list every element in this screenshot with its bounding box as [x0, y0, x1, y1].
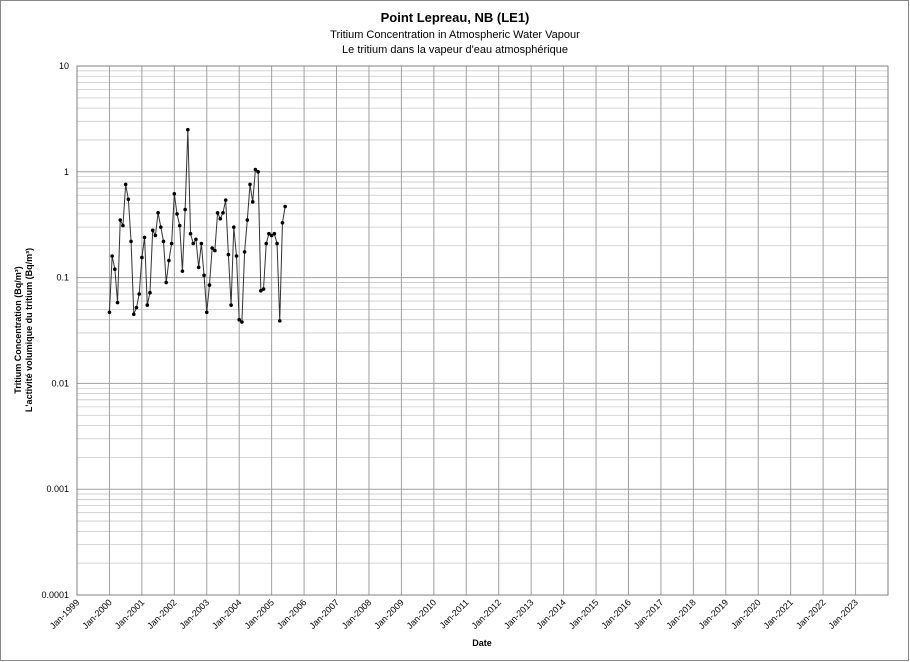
- data-point: [204, 310, 209, 315]
- data-point: [167, 258, 171, 263]
- data-point: [264, 241, 269, 246]
- data-point: [267, 231, 271, 236]
- data-point: [172, 191, 177, 196]
- data-point: [145, 303, 150, 307]
- data-point: [142, 235, 147, 240]
- chart-title: Point Lepreau, NB (LE1): [381, 10, 530, 25]
- data-point: [153, 233, 158, 238]
- data-point: [234, 254, 239, 258]
- data-point: [221, 210, 225, 215]
- y-tick-label: 0.0001: [41, 590, 69, 600]
- data-point: [248, 182, 252, 187]
- data-point: [115, 300, 120, 305]
- data-point: [186, 127, 190, 132]
- data-point: [137, 292, 141, 296]
- data-point: [199, 241, 204, 246]
- data-point: [256, 170, 260, 174]
- data-point: [259, 289, 263, 293]
- data-point: [229, 303, 233, 307]
- chart-subtitle: Tritium Concentration in Atmospheric Wat…: [330, 29, 580, 41]
- y-tick-label: 1: [64, 167, 69, 177]
- data-point: [126, 197, 131, 202]
- data-point: [245, 218, 250, 222]
- data-point: [129, 239, 133, 244]
- y-axis-label: L'activité volumique du tritium (Bq/m³): [24, 248, 34, 412]
- data-point: [272, 231, 277, 236]
- data-point: [175, 212, 179, 216]
- data-point: [231, 225, 236, 229]
- data-point: [150, 228, 155, 233]
- data-point: [213, 248, 217, 253]
- data-point: [156, 210, 160, 215]
- data-point: [226, 252, 231, 257]
- data-point: [275, 241, 279, 246]
- data-point: [118, 218, 123, 222]
- chart-subtitle: Le tritium dans la vapeur d'eau atmosphé…: [342, 44, 568, 56]
- x-axis-label: Date: [472, 638, 492, 648]
- data-point: [169, 241, 174, 246]
- data-point: [202, 273, 206, 278]
- data-point: [148, 290, 152, 295]
- data-point: [207, 283, 212, 287]
- data-point: [240, 320, 244, 324]
- y-tick-label: 10: [59, 61, 69, 71]
- data-point: [140, 255, 144, 260]
- plot-frame: [76, 65, 889, 596]
- data-point: [250, 200, 255, 204]
- data-point: [121, 223, 125, 228]
- data-point: [191, 241, 196, 246]
- data-point: [180, 269, 185, 273]
- data-point: [261, 287, 266, 291]
- data-point: [110, 254, 114, 258]
- data-point: [164, 280, 169, 285]
- y-tick-label: 0.001: [46, 484, 69, 494]
- y-tick-label: 0.01: [51, 378, 69, 388]
- data-point: [218, 216, 223, 221]
- data-point: [134, 305, 139, 310]
- data-point: [188, 231, 193, 236]
- data-point: [159, 225, 163, 229]
- data-point: [131, 312, 136, 317]
- data-point: [283, 204, 287, 209]
- data-point: [215, 210, 220, 215]
- data-point: [177, 223, 182, 228]
- data-point: [161, 239, 166, 244]
- y-tick-label: 0.1: [56, 273, 69, 283]
- y-axis-label: Tritium Concentration (Bq/m³): [13, 266, 23, 394]
- data-point: [194, 237, 198, 242]
- data-point: [253, 167, 258, 172]
- data-point: [280, 220, 285, 225]
- data-point: [223, 198, 228, 202]
- data-point: [183, 207, 187, 212]
- data-point: [210, 246, 214, 250]
- data-point: [123, 182, 128, 187]
- data-point: [237, 317, 241, 322]
- data-point: [277, 319, 282, 323]
- data-point: [113, 267, 117, 272]
- data-point: [107, 310, 112, 315]
- data-point: [242, 250, 247, 254]
- data-point: [269, 233, 274, 238]
- data-point: [196, 265, 201, 270]
